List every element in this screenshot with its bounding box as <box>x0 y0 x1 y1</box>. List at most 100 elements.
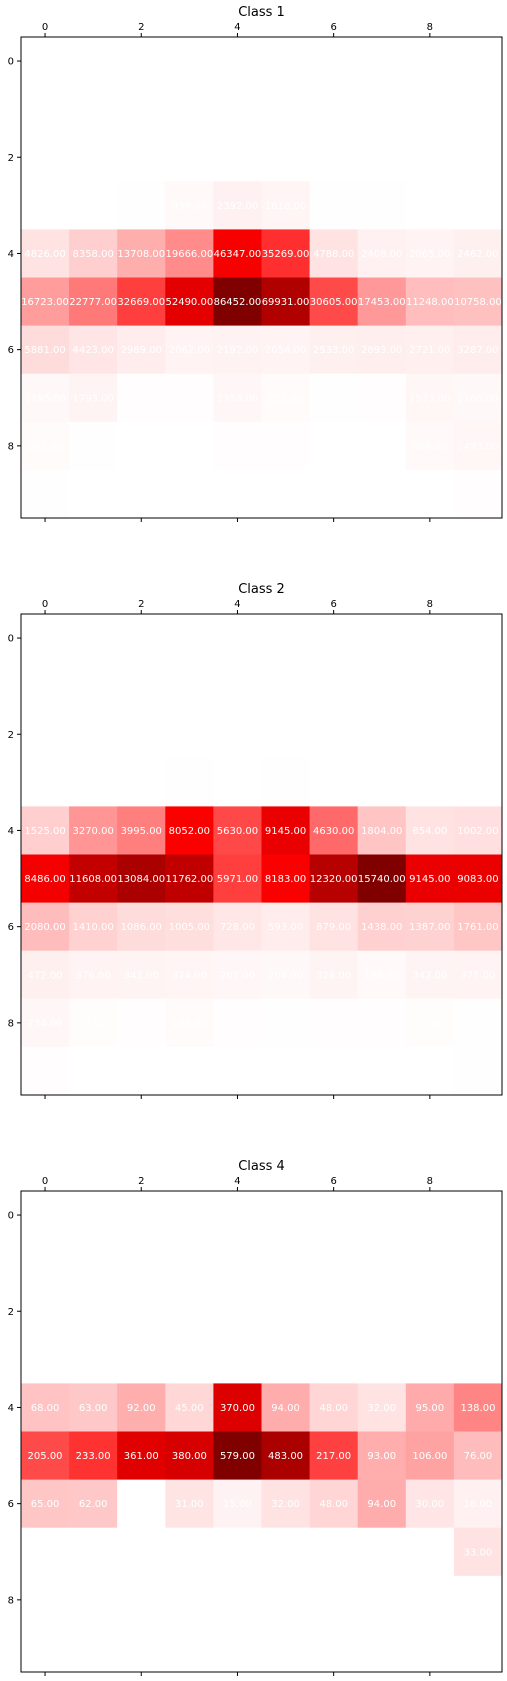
heatmap-cell <box>117 710 166 759</box>
heatmap-cell <box>21 662 70 711</box>
heatmap-cell <box>165 806 214 855</box>
heatmap-cell <box>357 1335 407 1384</box>
cell-value-label: 0.00 <box>323 441 345 452</box>
cell-value-label: 1438.00 <box>361 922 402 933</box>
heatmap-cell <box>213 1046 262 1096</box>
heatmap-cell <box>357 469 407 519</box>
cell-value-label: 579.00 <box>220 1451 255 1462</box>
heatmap-cell <box>261 1527 311 1577</box>
heatmap-cell <box>309 133 359 182</box>
heatmap-cell <box>165 998 214 1048</box>
heatmap-cell <box>453 1239 503 1288</box>
heatmap-cell <box>69 277 118 327</box>
heatmap-cell <box>405 1287 455 1336</box>
heatmap-cell <box>309 902 359 952</box>
cell-value-label: 0.00 <box>419 1547 441 1558</box>
heatmap-cell <box>165 614 214 663</box>
heatmap-cell <box>405 85 455 134</box>
heatmap-cell <box>261 1431 311 1481</box>
heatmap-cell <box>21 1431 70 1481</box>
heatmap-cell <box>213 1431 262 1481</box>
heatmap-cell <box>453 133 503 182</box>
cell-value-label: 94.00 <box>271 1403 300 1414</box>
heatmap-cell <box>405 1527 455 1577</box>
heatmap-cell <box>21 37 70 86</box>
cell-value-label: 2721.00 <box>409 345 450 356</box>
heatmap-cell <box>453 1383 503 1432</box>
heatmap-cell <box>117 421 166 471</box>
y-tick-label: 6 <box>8 922 14 933</box>
heatmap-cell <box>261 1287 311 1336</box>
heatmap-cell <box>261 181 311 230</box>
heatmap-cell <box>213 1287 262 1336</box>
cell-value-label: 0.00 <box>467 153 489 164</box>
heatmap-cell <box>261 806 311 855</box>
heatmap-cell <box>357 1287 407 1336</box>
cell-value-label: 0.00 <box>130 1355 152 1366</box>
y-tick-label: 6 <box>8 345 14 356</box>
cell-value-label: 375.00 <box>460 970 495 981</box>
heatmap-cell <box>405 950 455 1000</box>
heatmap-cell <box>69 1335 118 1384</box>
cell-value-label: 0.00 <box>34 1547 56 1558</box>
cell-value-label: 0.00 <box>419 1259 441 1270</box>
heatmap-cell <box>309 1335 359 1384</box>
cell-value-label: 1410.00 <box>72 922 113 933</box>
heatmap-cell <box>357 1046 407 1096</box>
heatmap-cell <box>405 1239 455 1288</box>
heatmap-cell <box>309 806 359 855</box>
heatmap-cell <box>213 950 262 1000</box>
heatmap-cell <box>261 662 311 711</box>
cell-value-label: 0.00 <box>178 1307 200 1318</box>
heatmap-cell <box>453 710 503 759</box>
cell-value-label: 19666.00 <box>165 249 213 260</box>
cell-value-label: 0.00 <box>371 153 393 164</box>
cell-value-label: 0.00 <box>419 778 441 789</box>
heatmap-cell <box>309 421 359 471</box>
heatmap-cell <box>309 1046 359 1096</box>
y-tick-label: 6 <box>8 1499 14 1510</box>
heatmap-cell <box>21 1046 70 1096</box>
heatmap-cell <box>357 1623 407 1673</box>
cell-value-label: 32.00 <box>175 441 204 452</box>
heatmap-cell <box>117 325 166 375</box>
heatmap-cell <box>213 614 262 663</box>
cell-value-label: 65.00 <box>367 1018 396 1029</box>
cell-value-label: 0.00 <box>274 1643 296 1654</box>
cell-value-label: 0.00 <box>226 1211 248 1222</box>
heatmap-cell <box>453 277 503 327</box>
cell-value-label: 0.00 <box>178 1643 200 1654</box>
cell-value-label: 2893.00 <box>361 345 402 356</box>
heatmap-cell <box>309 1431 359 1481</box>
heatmap-cell <box>213 133 262 182</box>
heatmap-cell <box>261 1046 311 1096</box>
cell-value-label: 0.00 <box>467 1355 489 1366</box>
cell-value-label: 0.00 <box>323 1595 345 1606</box>
heatmap-cell <box>261 1383 311 1432</box>
heatmap-cell <box>117 373 166 423</box>
cell-value-label: 0.00 <box>34 778 56 789</box>
cell-value-label: 0.00 <box>226 1066 248 1077</box>
heatmap-cell <box>69 1575 118 1625</box>
cell-value-label: 0.00 <box>274 682 296 693</box>
chart-title: Class 4 <box>238 1159 285 1174</box>
heatmap-cell <box>261 1575 311 1625</box>
cell-value-label: 2062.00 <box>169 345 210 356</box>
cell-value-label: 8358.00 <box>72 249 113 260</box>
heatmap-cell <box>69 1239 118 1288</box>
cell-value-label: 0.00 <box>34 634 56 645</box>
cell-value-label: 0.00 <box>274 57 296 68</box>
cell-value-label: 5630.00 <box>217 826 258 837</box>
heatmap-cell <box>117 1623 166 1673</box>
cell-value-label: 8052.00 <box>169 826 210 837</box>
cell-value-label: 234.00 <box>28 1018 63 1029</box>
cell-value-label: 0.00 <box>467 57 489 68</box>
cell-value-label: 1618.00 <box>265 201 306 212</box>
heatmap-cell <box>405 854 455 904</box>
heatmap-cell <box>405 1335 455 1384</box>
heatmap-cell <box>213 1479 262 1529</box>
heatmap-cell <box>117 758 166 807</box>
cell-value-label: 0.00 <box>419 57 441 68</box>
heatmap-cell <box>21 181 70 230</box>
cell-value-label: 0.00 <box>130 730 152 741</box>
